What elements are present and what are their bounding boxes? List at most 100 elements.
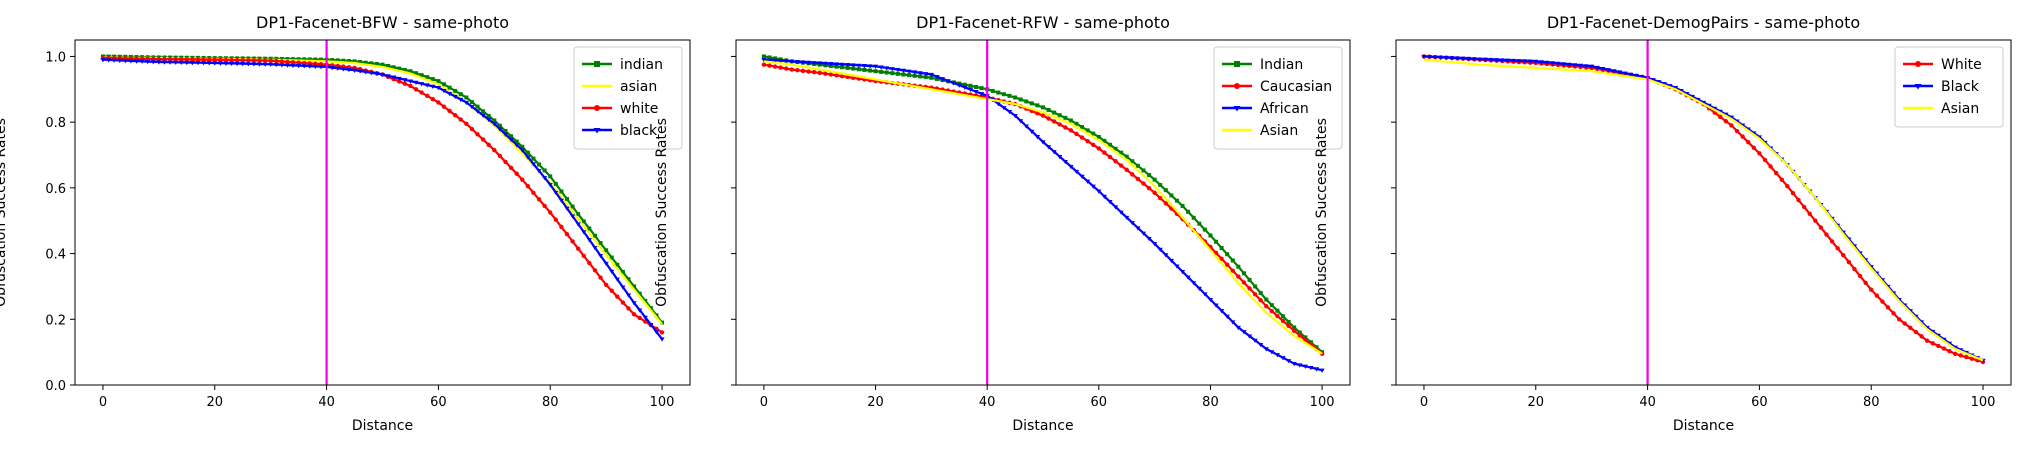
data-point xyxy=(1264,303,1269,309)
data-point xyxy=(795,68,800,73)
data-point xyxy=(1241,271,1246,276)
data-point xyxy=(1908,325,1913,331)
data-point xyxy=(128,59,134,64)
data-point xyxy=(1297,363,1303,368)
legend-marker xyxy=(593,128,601,134)
data-point xyxy=(575,246,581,251)
data-point xyxy=(766,58,773,63)
data-point xyxy=(442,82,446,87)
chart-panel-2: DP1-Facenet-RFW - same-photo 0 20 40 60 80 100… xyxy=(654,13,1351,434)
data-point xyxy=(1029,129,1035,134)
data-point xyxy=(823,71,828,76)
data-point xyxy=(458,97,464,103)
data-point xyxy=(1841,253,1846,258)
data-point xyxy=(290,63,296,68)
data-point xyxy=(1090,184,1096,189)
data-point xyxy=(878,65,884,70)
data-point xyxy=(341,58,346,63)
data-point xyxy=(458,117,463,122)
data-point xyxy=(368,71,374,76)
data-point xyxy=(530,162,537,167)
data-point xyxy=(1790,190,1796,196)
data-point xyxy=(575,222,581,227)
data-point xyxy=(1807,211,1812,217)
data-point xyxy=(268,62,274,67)
data-point xyxy=(1280,318,1286,324)
data-point xyxy=(1236,264,1241,269)
data-point xyxy=(391,75,397,80)
data-point xyxy=(772,58,778,63)
data-point xyxy=(643,298,648,303)
data-point xyxy=(609,269,615,274)
legend-marker xyxy=(1915,61,1921,67)
data-point xyxy=(486,117,492,123)
data-point xyxy=(1158,182,1163,187)
data-point xyxy=(1046,107,1051,112)
data-point xyxy=(296,64,302,69)
data-point xyxy=(772,64,778,69)
data-point xyxy=(1818,225,1824,230)
data-point xyxy=(374,61,379,66)
legend-marker xyxy=(1233,106,1241,112)
data-point xyxy=(469,100,474,105)
data-point xyxy=(419,73,424,78)
data-point xyxy=(525,184,531,189)
data-point xyxy=(1219,256,1224,262)
data-point xyxy=(223,57,229,63)
data-point xyxy=(1230,268,1235,273)
data-point xyxy=(632,284,637,289)
data-point xyxy=(502,132,509,137)
data-point xyxy=(761,62,767,67)
data-point xyxy=(240,58,245,63)
data-point xyxy=(351,68,358,73)
data-point xyxy=(156,56,162,62)
data-point xyxy=(1533,59,1539,64)
x-tick-label: 0 xyxy=(760,395,768,410)
axes-frame xyxy=(735,39,1351,386)
data-point xyxy=(553,181,558,186)
data-point xyxy=(1286,319,1291,324)
data-point xyxy=(1119,150,1124,155)
data-point xyxy=(408,69,413,74)
data-point xyxy=(1874,293,1880,298)
data-point xyxy=(1734,128,1740,134)
data-point xyxy=(1611,69,1617,74)
data-point xyxy=(979,86,984,91)
legend: Indian Caucasian African Asian xyxy=(1213,46,1343,150)
data-point xyxy=(284,63,291,68)
data-point xyxy=(1869,287,1874,292)
data-point xyxy=(834,73,839,78)
data-point xyxy=(1035,111,1040,116)
data-point xyxy=(581,253,586,259)
data-point xyxy=(1202,292,1208,297)
data-point xyxy=(587,226,592,231)
data-point xyxy=(257,58,262,63)
data-point xyxy=(1863,280,1868,286)
data-point xyxy=(240,62,246,67)
data-point xyxy=(614,277,620,282)
data-point xyxy=(609,255,614,260)
data-point xyxy=(1225,252,1230,257)
data-point xyxy=(1460,56,1466,61)
data-point xyxy=(1274,353,1281,358)
data-point xyxy=(1746,139,1751,145)
data-point xyxy=(386,63,391,68)
data-point xyxy=(1852,266,1857,272)
data-point xyxy=(923,72,929,77)
data-point xyxy=(1208,233,1213,238)
data-point xyxy=(873,69,878,74)
data-point xyxy=(1052,110,1057,115)
data-point xyxy=(1494,58,1500,63)
data-point xyxy=(1801,204,1807,210)
data-point xyxy=(1013,95,1018,100)
data-point xyxy=(1258,298,1263,303)
data-point xyxy=(463,100,469,106)
data-point xyxy=(1236,274,1241,279)
data-point xyxy=(514,171,519,176)
data-point xyxy=(480,113,486,118)
data-point xyxy=(620,285,626,290)
data-point xyxy=(867,64,873,69)
data-point xyxy=(296,57,301,62)
data-point xyxy=(385,74,391,79)
data-point xyxy=(1263,347,1269,352)
